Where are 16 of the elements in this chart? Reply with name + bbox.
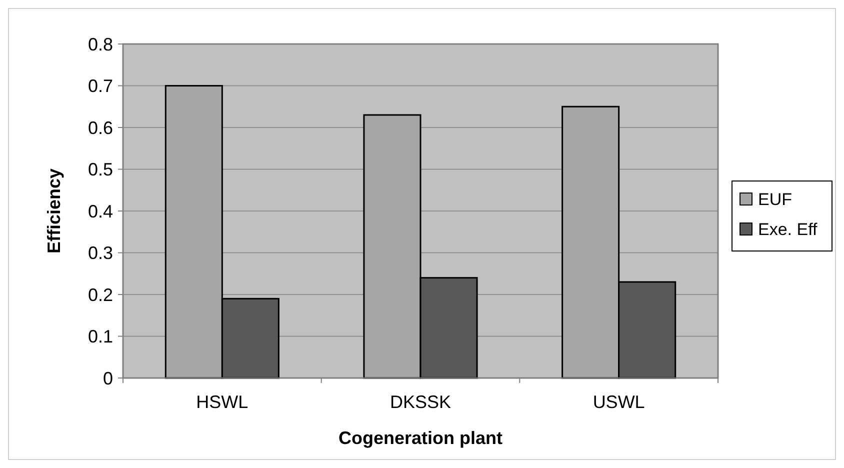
y-tick-label: 0.6 (88, 118, 113, 138)
x-tick-label: DKSSK (390, 392, 452, 412)
y-tick-label: 0.7 (88, 76, 113, 96)
legend-label: EUF (758, 190, 792, 209)
y-tick-label: 0.3 (88, 243, 113, 264)
y-tick-label: 0 (102, 368, 113, 388)
y-tick-label: 0.5 (88, 160, 113, 180)
y-tick-label: 0.8 (88, 34, 113, 54)
y-axis-title: Efficiency (44, 168, 64, 254)
x-axis-title: Cogeneration plant (338, 428, 503, 448)
y-tick-label: 0.2 (88, 284, 113, 305)
x-tick-label: USWL (592, 392, 645, 412)
legend-label: Exe. Eff (758, 220, 818, 239)
x-tick-label: HSWL (196, 392, 248, 412)
y-tick-label: 0.4 (88, 201, 113, 222)
y-tick-label: 0.1 (88, 326, 113, 347)
